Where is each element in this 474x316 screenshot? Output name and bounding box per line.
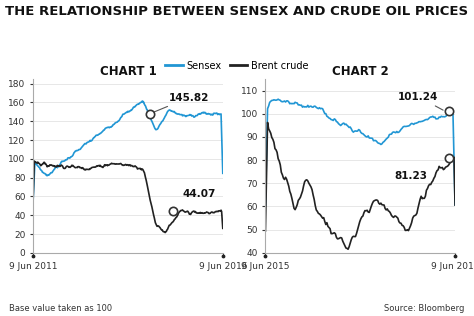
Text: 145.82: 145.82 xyxy=(152,93,209,113)
Text: Base value taken as 100: Base value taken as 100 xyxy=(9,304,113,313)
Text: Source: Bloomberg: Source: Bloomberg xyxy=(384,304,465,313)
Text: 101.24: 101.24 xyxy=(398,92,443,110)
Title: CHART 1: CHART 1 xyxy=(100,65,156,78)
Text: 81.23: 81.23 xyxy=(394,171,428,181)
Text: THE RELATIONSHIP BETWEEN SENSEX AND CRUDE OIL PRICES: THE RELATIONSHIP BETWEEN SENSEX AND CRUD… xyxy=(5,5,469,18)
Title: CHART 2: CHART 2 xyxy=(332,65,389,78)
Text: 44.07: 44.07 xyxy=(183,189,216,199)
Legend: Sensex, Brent crude: Sensex, Brent crude xyxy=(162,57,312,75)
